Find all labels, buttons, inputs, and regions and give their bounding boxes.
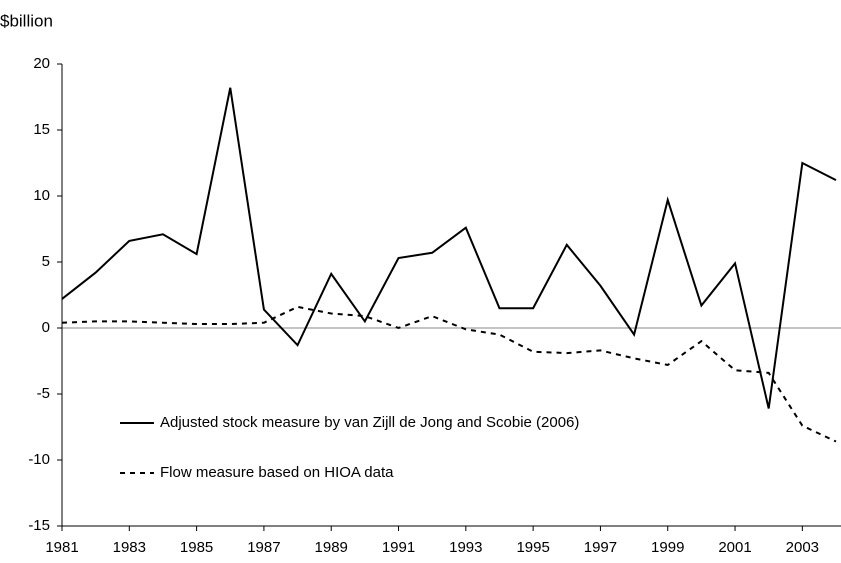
y-tick-label: 20 xyxy=(33,55,50,72)
legend-label: Adjusted stock measure by van Zijll de J… xyxy=(160,414,579,431)
series-line xyxy=(61,305,837,443)
y-tick-label: -15 xyxy=(28,517,50,534)
x-tick-label: 1989 xyxy=(315,539,348,556)
x-tick-label: 1985 xyxy=(180,539,213,556)
x-tick-label: 1991 xyxy=(382,539,415,556)
legend-label: Flow measure based on HIOA data xyxy=(160,464,394,481)
x-tick-label: 1981 xyxy=(45,539,78,556)
y-axis-label: $billion xyxy=(0,11,53,30)
x-tick-label: 1997 xyxy=(584,539,617,556)
x-tick-label: 1983 xyxy=(113,539,146,556)
x-tick-label: 2003 xyxy=(786,539,819,556)
y-tick-label: -5 xyxy=(37,385,50,402)
y-tick-label: 5 xyxy=(42,253,50,270)
y-tick-label: 0 xyxy=(42,319,50,336)
series-line xyxy=(61,87,837,409)
y-tick-label: 15 xyxy=(33,121,50,138)
x-tick-label: 2001 xyxy=(718,539,751,556)
x-tick-label: 1993 xyxy=(449,539,482,556)
x-tick-label: 1987 xyxy=(247,539,280,556)
y-tick-label: 10 xyxy=(33,187,50,204)
x-tick-label: 1995 xyxy=(516,539,549,556)
y-tick-label: -10 xyxy=(28,451,50,468)
x-tick-label: 1999 xyxy=(651,539,684,556)
